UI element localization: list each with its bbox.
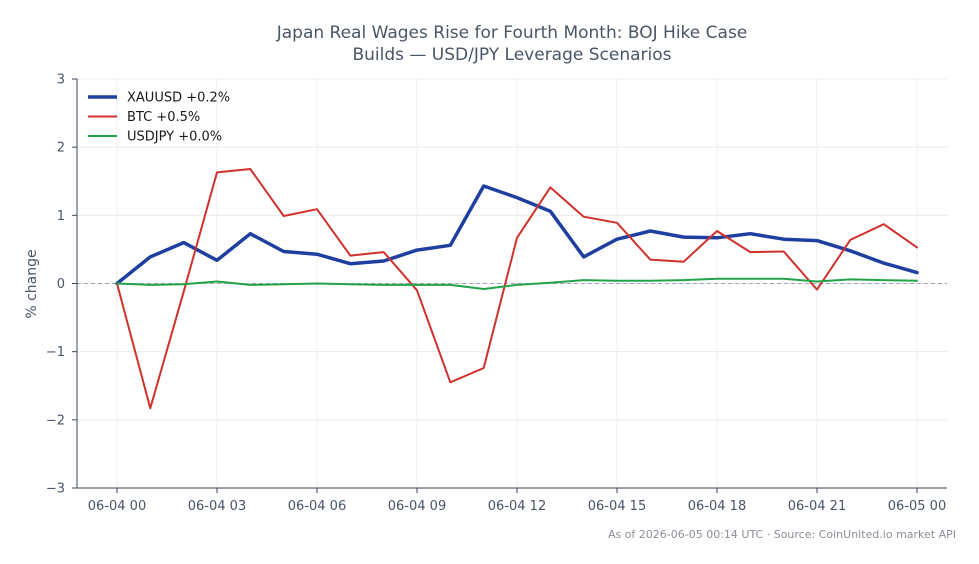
y-axis-title: % change <box>24 249 40 318</box>
series-lines <box>115 168 919 410</box>
grid <box>77 78 947 489</box>
x-tick-label-6: 06-04 18 <box>688 499 746 514</box>
legend-label-1: BTC +0.5% <box>127 110 200 125</box>
x-tick-label-0: 06-04 00 <box>88 499 146 514</box>
chart-title-line-1: Japan Real Wages Rise for Fourth Month: … <box>276 23 748 43</box>
y-tick-label-3: 0 <box>57 277 65 292</box>
series-line-1 <box>116 168 918 410</box>
legend-label-0: XAUUSD +0.2% <box>127 91 230 106</box>
x-tick-label-4: 06-04 12 <box>488 499 546 514</box>
x-tick-label-3: 06-04 09 <box>388 499 446 514</box>
x-tick-label-5: 06-04 15 <box>588 499 646 514</box>
chart-title-line-2: Builds — USD/JPY Leverage Scenarios <box>352 45 671 65</box>
legend-label-2: USDJPY +0.0% <box>127 130 222 145</box>
x-tick-label-8: 06-05 00 <box>888 499 946 514</box>
x-tick-label-1: 06-04 03 <box>188 499 246 514</box>
y-tick-label-0: 3 <box>57 73 65 88</box>
series-line-0 <box>115 184 919 286</box>
y-tick-label-6: −3 <box>46 482 65 497</box>
y-tick-label-1: 2 <box>57 141 65 156</box>
legend: XAUUSD +0.2% BTC +0.5% USDJPY +0.0% <box>88 91 230 145</box>
x-tick-label-7: 06-04 21 <box>788 499 846 514</box>
y-tick-label-4: −1 <box>46 345 65 360</box>
series-line-2 <box>116 277 918 290</box>
footer-note: As of 2026-06-05 00:14 UTC · Source: Coi… <box>608 528 956 541</box>
x-tick-label-2: 06-04 06 <box>288 499 346 514</box>
y-tick-label-2: 1 <box>57 209 65 224</box>
y-tick-label-5: −2 <box>46 413 65 428</box>
tick-labels: 3 2 1 0 −1 −2 −3 06-04 00 06-04 03 06-04 06 06-04 … <box>46 73 946 515</box>
